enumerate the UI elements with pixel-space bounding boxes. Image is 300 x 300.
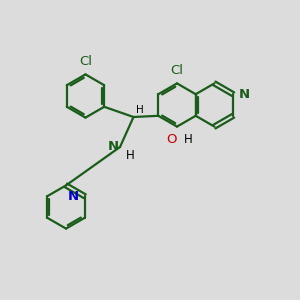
- Text: H: H: [125, 149, 134, 162]
- Text: Cl: Cl: [79, 55, 92, 68]
- Text: N: N: [68, 190, 79, 203]
- Text: H: H: [184, 133, 193, 146]
- Text: Cl: Cl: [170, 64, 184, 77]
- Text: N: N: [238, 88, 250, 101]
- Text: H: H: [136, 105, 144, 115]
- Text: N: N: [107, 140, 118, 154]
- Text: O: O: [167, 133, 177, 146]
